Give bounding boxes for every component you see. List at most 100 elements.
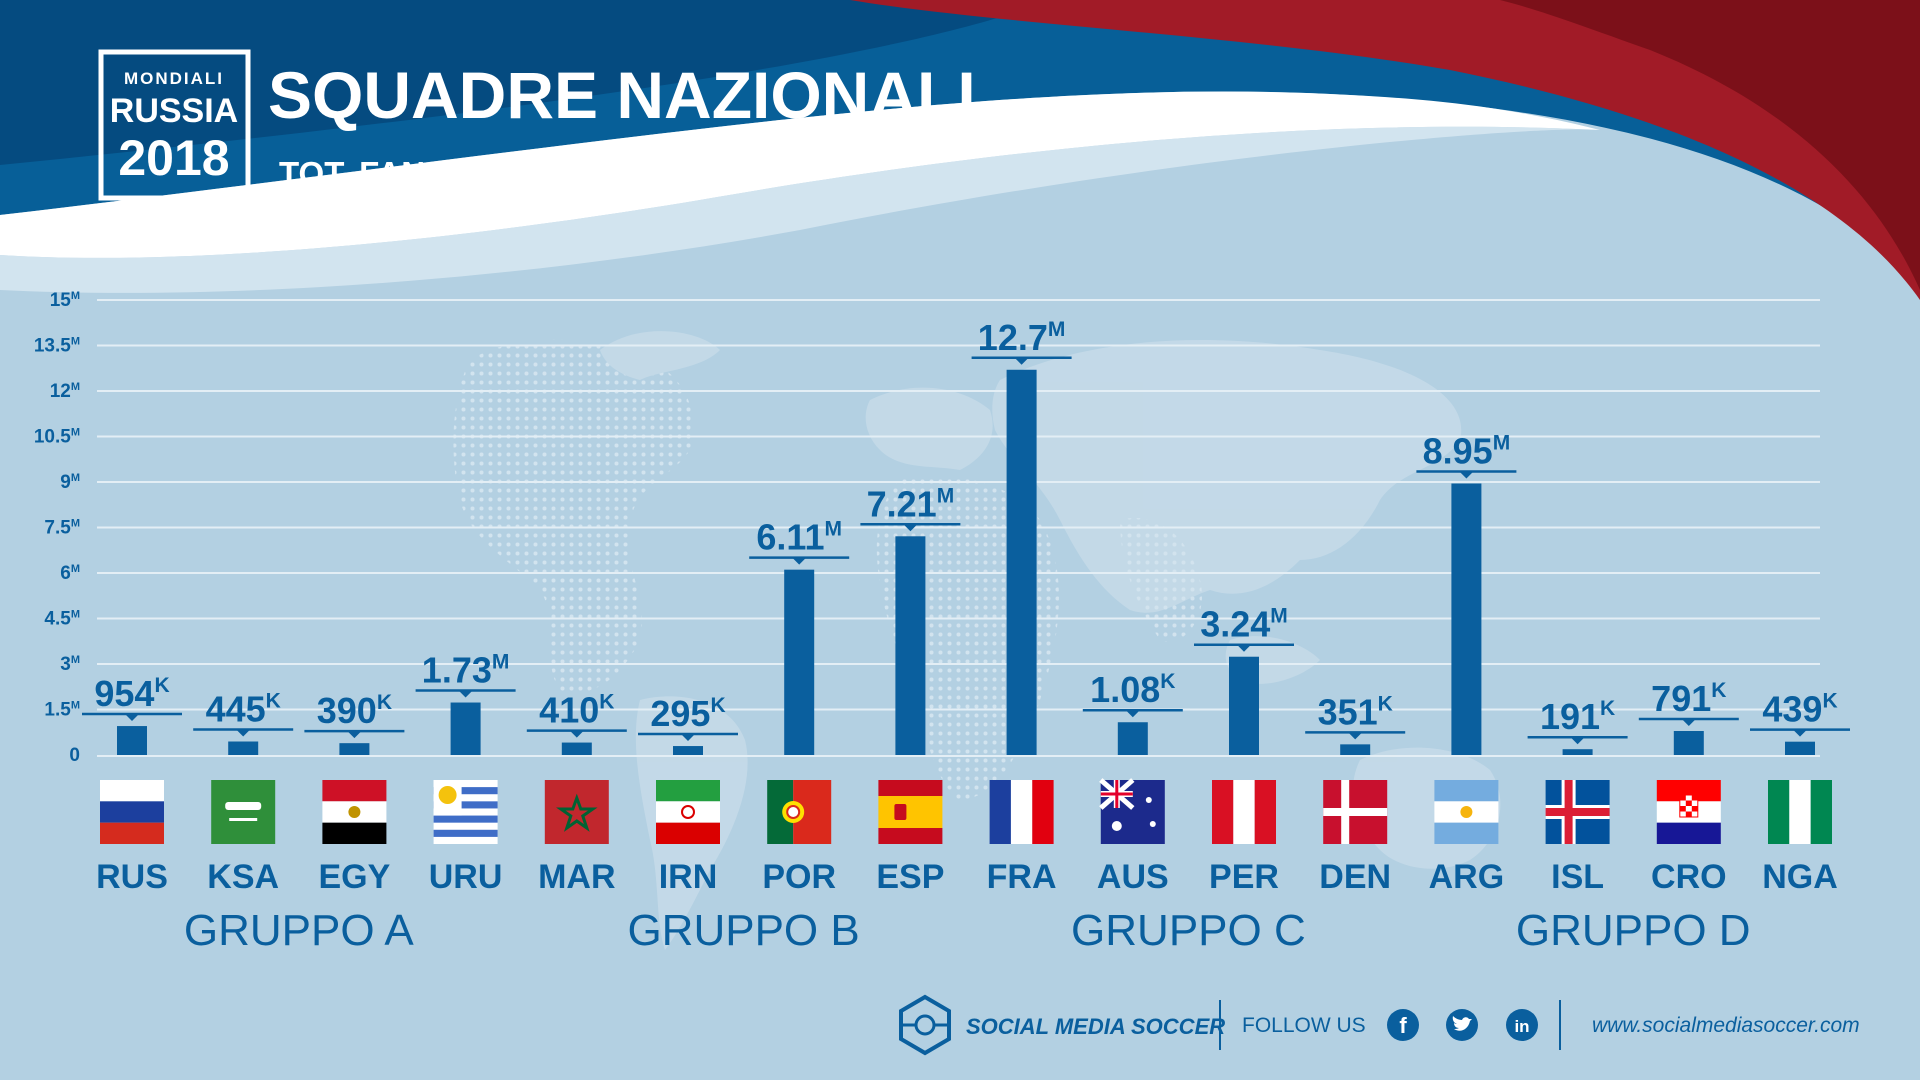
social-media-soccer-logo-icon: [899, 994, 951, 1056]
data-label-isl: 191K: [1540, 696, 1615, 737]
data-labels: 954K 445K 390K 1.73M 410K 295K 6.11M 7.21M 12.7M…: [82, 317, 1850, 745]
follow-us-label: FOLLOW US: [1242, 1014, 1366, 1037]
bar-cro: [1673, 731, 1704, 755]
label-pointer: [1793, 729, 1807, 737]
group-labels: GRUPPO A GRUPPO B GRUPPO C GRUPPO D: [184, 906, 1751, 955]
data-label-fra: 12.7M: [978, 317, 1066, 358]
data-label-egy: 390K: [317, 690, 392, 731]
data-label-esp: 7.21M: [867, 483, 955, 524]
page-title: SQUADRE NAZIONALI: [268, 58, 976, 132]
category-label-isl: ISL: [1551, 858, 1604, 896]
mondiali-logo: MONDIALI RUSSIA 2018: [98, 49, 251, 201]
data-label-arg: 8.95M: [1423, 431, 1511, 472]
bar-nga: [1785, 741, 1815, 755]
y-tick-label: 9M: [60, 472, 80, 493]
category-label-arg: ARG: [1429, 858, 1505, 896]
category-label-rus: RUS: [96, 858, 168, 896]
logo-line-2: RUSSIA: [110, 92, 238, 130]
category-label-cro: CRO: [1651, 858, 1727, 896]
bar-per: [1229, 656, 1259, 755]
group-label-3: GRUPPO C: [1071, 906, 1306, 955]
label-pointer: [1014, 357, 1029, 365]
group-label-2: GRUPPO B: [627, 906, 859, 955]
label-pointer: [1125, 710, 1140, 718]
footer: SOCIAL MEDIA SOCCER FOLLOW US f in www.s…: [899, 994, 1860, 1056]
label-pointer: [792, 557, 807, 565]
facebook-icon[interactable]: f: [1387, 1009, 1419, 1041]
category-label-fra: FRA: [987, 858, 1057, 896]
category-label-irn: IRN: [659, 858, 718, 896]
chart-bars: [117, 369, 1815, 755]
y-tick-label: 1.5M: [44, 700, 80, 721]
label-pointer: [1459, 471, 1474, 479]
header-background: [0, 0, 1920, 300]
bar-egy: [339, 743, 370, 755]
website-link[interactable]: www.socialmediasoccer.com: [1592, 1014, 1860, 1037]
page-subtitle: TOT. FAN BASE SOCIAL: [279, 155, 660, 192]
flag-isl-icon: [1545, 780, 1610, 844]
category-label-den: DEN: [1319, 858, 1391, 896]
y-tick-label: 4.5M: [44, 609, 80, 630]
y-tick-label: 15M: [50, 290, 80, 311]
flag-aus-icon: [1099, 778, 1165, 844]
data-label-por: 6.11M: [756, 517, 842, 558]
footer-brand: SOCIAL MEDIA SOCCER: [966, 1014, 1225, 1039]
data-label-cro: 791K: [1651, 678, 1726, 719]
category-label-per: PER: [1209, 858, 1279, 896]
category-label-por: POR: [762, 858, 836, 896]
label-pointer: [347, 731, 362, 739]
flag-ksa-icon: [211, 780, 276, 844]
flag-per-icon: [1212, 780, 1276, 844]
category-label-ksa: KSA: [207, 858, 279, 896]
data-label-den: 351K: [1318, 691, 1393, 732]
flag-nga-icon: [1768, 780, 1832, 844]
label-pointer: [1681, 719, 1696, 727]
category-label-mar: MAR: [538, 858, 615, 896]
label-pointer: [1570, 737, 1585, 745]
y-tick-label: 6M: [60, 563, 80, 584]
data-label-rus: 954K: [94, 673, 169, 714]
bar-por: [784, 569, 815, 755]
flag-rus-icon: [100, 780, 164, 844]
label-pointer: [1348, 732, 1363, 740]
flag-uru-icon: [433, 780, 498, 844]
bar-rus: [117, 726, 147, 755]
data-label-ksa: 445K: [206, 689, 281, 730]
y-tick-label: 7.5M: [44, 518, 80, 539]
category-labels: RUS KSA EGY URU MAR IRN POR ESP FRA AUS PER DEN ARG I…: [96, 858, 1838, 896]
chart-grid: [97, 299, 1820, 757]
data-label-irn: 295K: [650, 693, 725, 734]
category-label-esp: ESP: [876, 858, 944, 896]
bar-isl: [1562, 749, 1593, 755]
logo-line-1: MONDIALI: [124, 69, 224, 88]
group-label-4: GRUPPO D: [1516, 906, 1751, 955]
label-pointer: [236, 729, 251, 737]
label-pointer: [125, 714, 139, 722]
label-pointer: [458, 690, 473, 698]
bar-fra: [1006, 369, 1037, 755]
data-label-mar: 410K: [539, 690, 614, 731]
flag-mar-icon: [544, 780, 609, 844]
flag-por-icon: [767, 780, 832, 844]
twitter-icon[interactable]: [1446, 1009, 1478, 1041]
flag-egy-icon: [322, 780, 387, 844]
y-tick-label: 10.5M: [34, 427, 80, 448]
y-tick-label: 12M: [50, 381, 80, 402]
category-label-egy: EGY: [318, 858, 390, 896]
label-pointer: [903, 524, 918, 532]
label-pointer: [1237, 644, 1251, 652]
category-label-nga: NGA: [1762, 858, 1838, 896]
bar-arg: [1451, 483, 1482, 755]
data-label-uru: 1.73M: [422, 650, 510, 691]
bar-mar: [561, 742, 592, 755]
flag-den-icon: [1323, 780, 1388, 844]
data-label-nga: 439K: [1762, 689, 1837, 730]
data-label-aus: 1.08K: [1090, 669, 1175, 710]
y-axis-ticks: 0 1.5M 3M 4.5M 6M 7.5M 9M 10.5M 12M 13.5M 15M: [34, 290, 80, 766]
bar-esp: [895, 536, 926, 755]
linkedin-icon[interactable]: in: [1506, 1009, 1538, 1041]
category-label-uru: URU: [429, 858, 503, 896]
svg-text:in: in: [1514, 1017, 1529, 1036]
flag-esp-icon: [878, 780, 943, 844]
label-pointer: [681, 734, 695, 742]
